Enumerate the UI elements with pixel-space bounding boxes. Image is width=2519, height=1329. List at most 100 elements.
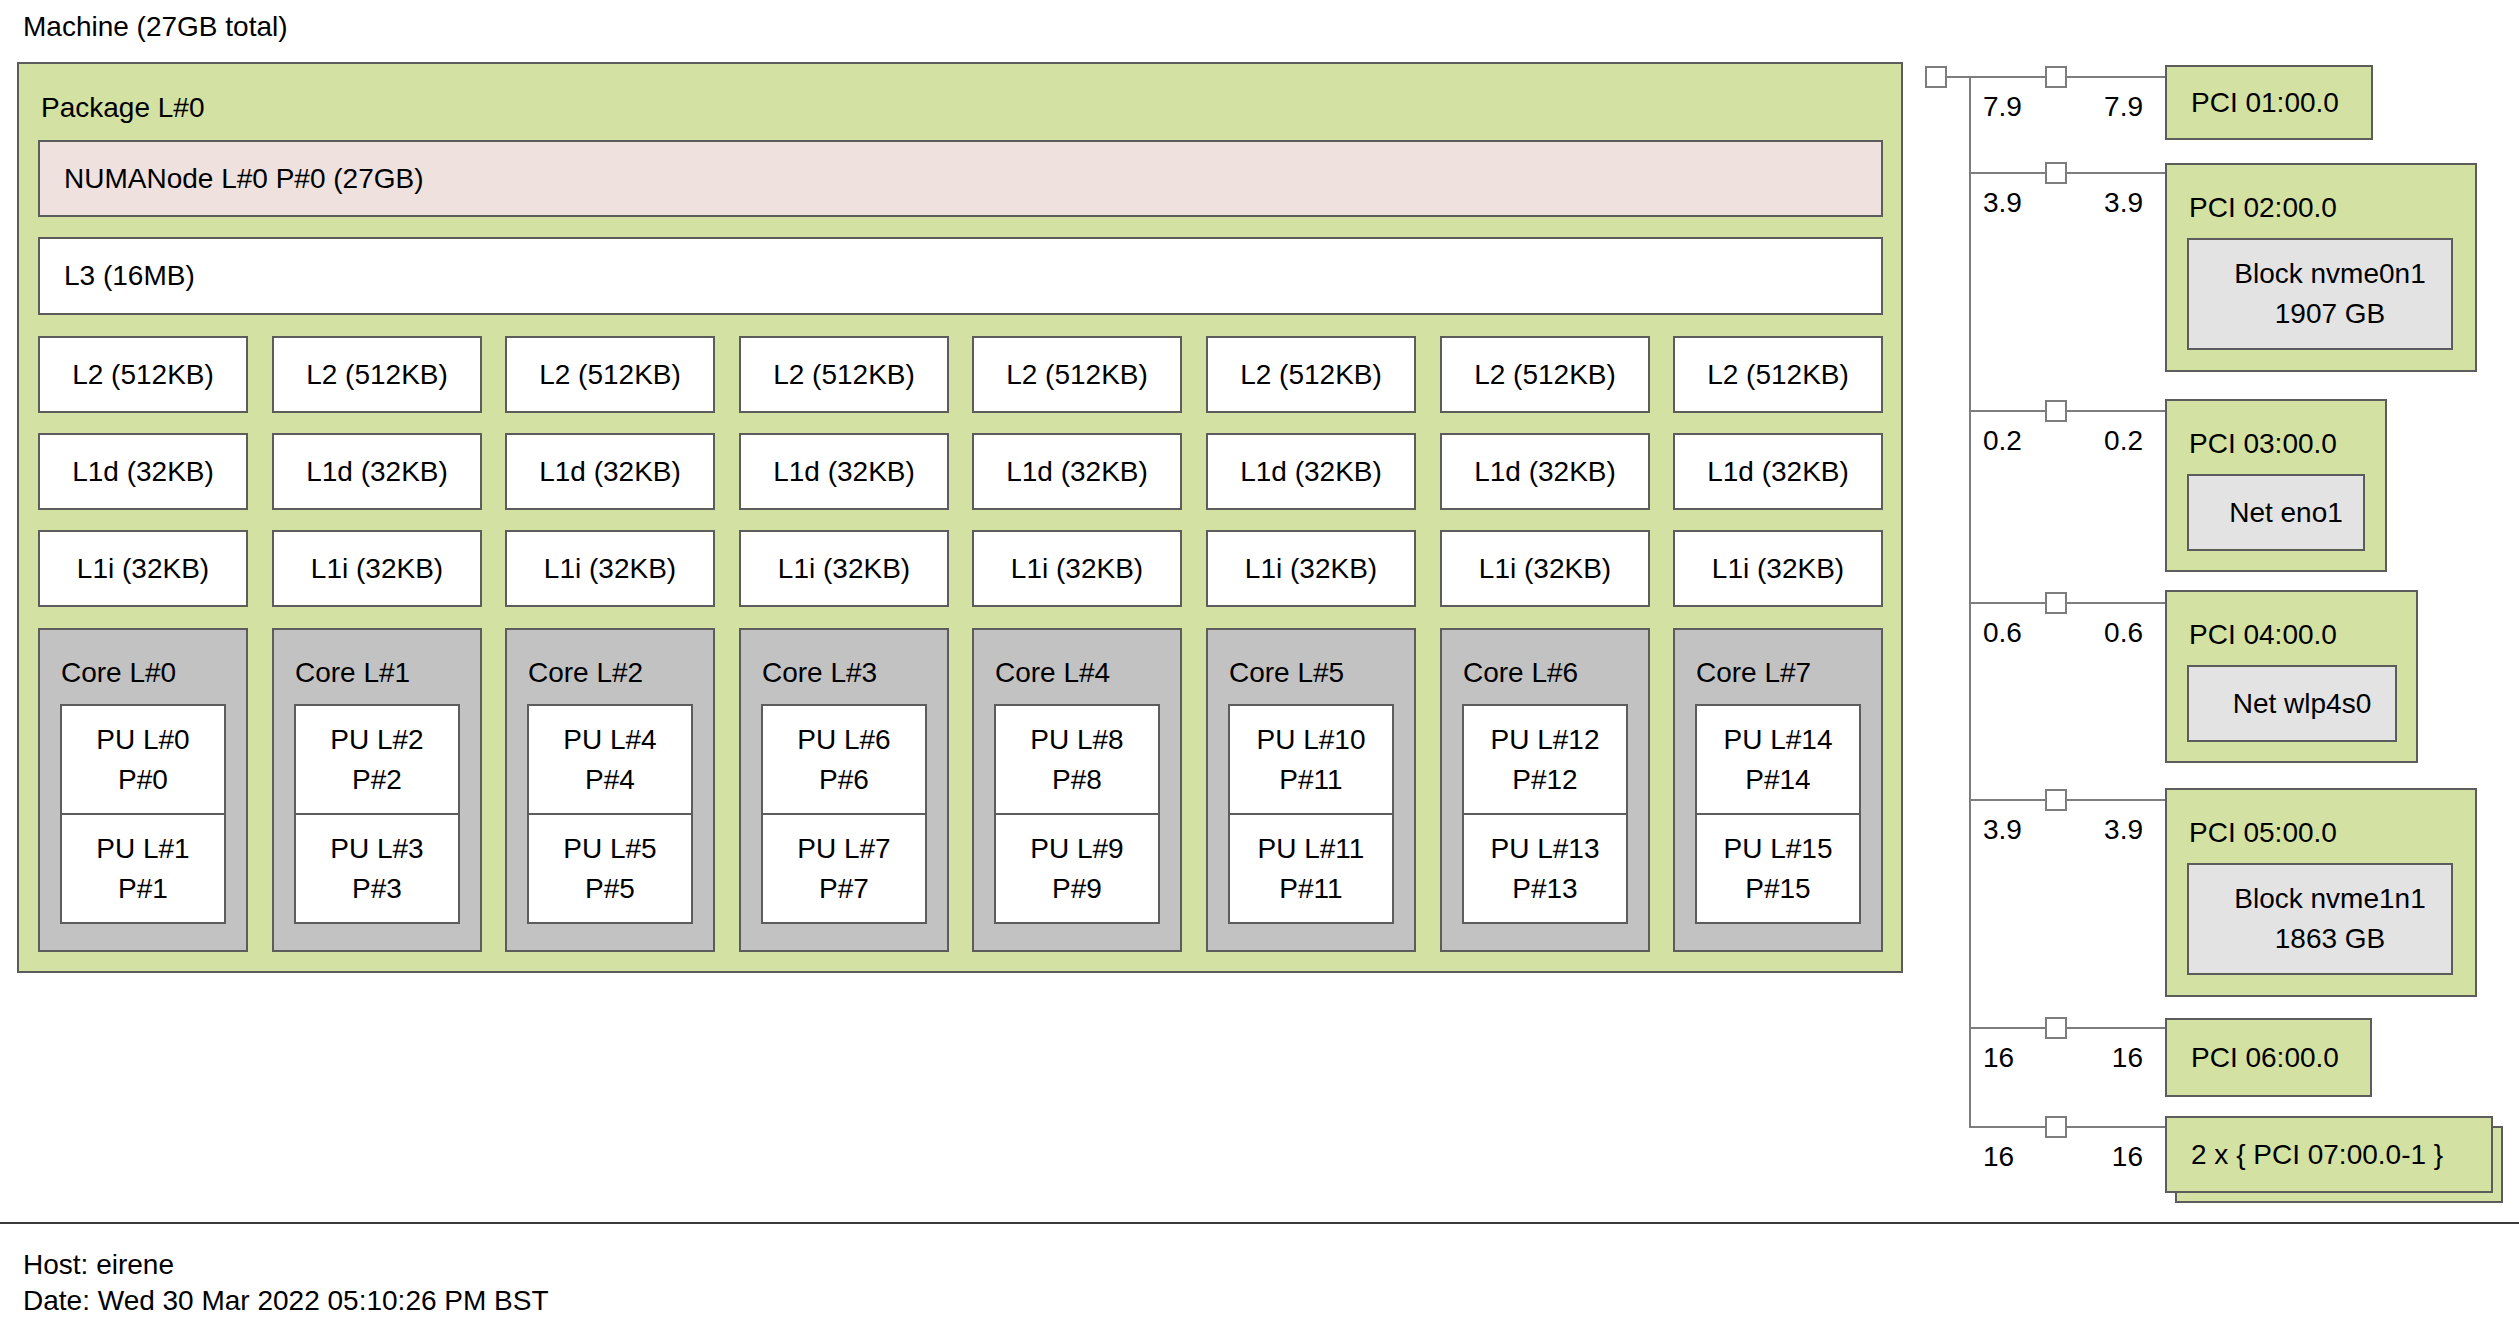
pci-link-speed-right: 0.2 bbox=[2013, 423, 2143, 459]
pci-link-square bbox=[2045, 789, 2067, 811]
pci-branch-line bbox=[1970, 602, 2165, 604]
pci-link-square bbox=[2045, 592, 2067, 614]
l1d-cache-box: L1d (32KB) bbox=[1206, 433, 1416, 510]
os-device-label: 1863 GB bbox=[2275, 919, 2386, 959]
pci-link-square bbox=[2045, 400, 2067, 422]
l1i-cache-box: L1i (32KB) bbox=[1673, 530, 1883, 607]
pci-branch-line bbox=[1970, 76, 2165, 78]
l2-cache-box: L2 (512KB) bbox=[1440, 336, 1650, 413]
pci-device-label: PCI 02:00.0 bbox=[2189, 189, 2337, 227]
os-device-box: Net eno1 bbox=[2187, 474, 2365, 551]
pu-label: PU L#11 bbox=[1258, 829, 1365, 869]
pu-label: PU L#0 bbox=[96, 720, 189, 760]
pu-label: P#0 bbox=[118, 760, 168, 800]
pu-box: PU L#10P#11 bbox=[1228, 704, 1394, 815]
l2-cache-box: L2 (512KB) bbox=[972, 336, 1182, 413]
l2-cache-box: L2 (512KB) bbox=[272, 336, 482, 413]
pci-device-box: PCI 01:00.0 bbox=[2165, 65, 2373, 140]
pu-label: PU L#12 bbox=[1491, 720, 1600, 760]
pci-link-speed-right: 16 bbox=[2013, 1139, 2143, 1175]
l1d-cache-box: L1d (32KB) bbox=[505, 433, 715, 510]
pu-box: PU L#8P#8 bbox=[994, 704, 1160, 815]
pu-label: PU L#2 bbox=[330, 720, 423, 760]
pu-label: PU L#10 bbox=[1257, 720, 1366, 760]
os-device-label: Net wlp4s0 bbox=[2233, 684, 2372, 724]
pci-link-square bbox=[2045, 1116, 2067, 1138]
pu-label: P#8 bbox=[1052, 760, 1102, 800]
l2-cache-box: L2 (512KB) bbox=[739, 336, 949, 413]
pci-link-square bbox=[2045, 1017, 2067, 1039]
pu-box: PU L#15P#15 bbox=[1695, 813, 1861, 924]
core-label: Core L#7 bbox=[1696, 654, 1811, 692]
pu-label: PU L#13 bbox=[1491, 829, 1600, 869]
lstopo-window: Machine (27GB total) Package L#0 NUMANod… bbox=[0, 0, 2519, 1329]
pu-label: P#15 bbox=[1745, 869, 1810, 909]
l1d-cache-box: L1d (32KB) bbox=[739, 433, 949, 510]
os-device-label: Net eno1 bbox=[2229, 493, 2343, 533]
pu-box: PU L#11P#11 bbox=[1228, 813, 1394, 924]
pu-label: P#6 bbox=[819, 760, 869, 800]
pci-link-speed-right: 7.9 bbox=[2013, 89, 2143, 125]
pu-box: PU L#12P#12 bbox=[1462, 704, 1628, 815]
pci-device-box: PCI 06:00.0 bbox=[2165, 1018, 2372, 1097]
core-label: Core L#5 bbox=[1229, 654, 1344, 692]
pu-box: PU L#4P#4 bbox=[527, 704, 693, 815]
core-label: Core L#2 bbox=[528, 654, 643, 692]
pci-link-square bbox=[2045, 66, 2067, 88]
l1d-cache-box: L1d (32KB) bbox=[38, 433, 248, 510]
hostbridge-connector-line bbox=[1947, 76, 1970, 78]
l2-cache-box: L2 (512KB) bbox=[38, 336, 248, 413]
pu-box: PU L#5P#5 bbox=[527, 813, 693, 924]
os-device-box: Block nvme1n11863 GB bbox=[2187, 863, 2453, 975]
pu-label: PU L#7 bbox=[797, 829, 890, 869]
pu-box: PU L#0P#0 bbox=[60, 704, 226, 815]
l1i-cache-box: L1i (32KB) bbox=[505, 530, 715, 607]
pci-device-box: 2 x { PCI 07:00.0-1 } bbox=[2165, 1116, 2493, 1193]
pu-label: PU L#1 bbox=[96, 829, 189, 869]
os-device-label: Block nvme1n1 bbox=[2234, 879, 2425, 919]
pu-box: PU L#7P#7 bbox=[761, 813, 927, 924]
os-device-label: Block nvme0n1 bbox=[2234, 254, 2425, 294]
pci-branch-line bbox=[1970, 1126, 2165, 1128]
l1d-cache-box: L1d (32KB) bbox=[1440, 433, 1650, 510]
pu-box: PU L#1P#1 bbox=[60, 813, 226, 924]
numanode-label: NUMANode L#0 P#0 (27GB) bbox=[64, 160, 424, 198]
l1i-cache-box: L1i (32KB) bbox=[972, 530, 1182, 607]
l2-cache-box: L2 (512KB) bbox=[505, 336, 715, 413]
pci-device-label: PCI 03:00.0 bbox=[2189, 425, 2337, 463]
package-label: Package L#0 bbox=[41, 89, 204, 127]
pu-label: P#4 bbox=[585, 760, 635, 800]
pu-label: P#3 bbox=[352, 869, 402, 909]
pu-label: P#9 bbox=[1052, 869, 1102, 909]
pci-link-speed-right: 3.9 bbox=[2013, 185, 2143, 221]
pci-link-speed-right: 3.9 bbox=[2013, 812, 2143, 848]
pu-box: PU L#13P#13 bbox=[1462, 813, 1628, 924]
l1d-cache-box: L1d (32KB) bbox=[972, 433, 1182, 510]
pu-label: PU L#8 bbox=[1030, 720, 1123, 760]
pci-link-square bbox=[2045, 162, 2067, 184]
pu-label: P#5 bbox=[585, 869, 635, 909]
numanode-box: NUMANode L#0 P#0 (27GB) bbox=[38, 140, 1883, 217]
core-label: Core L#3 bbox=[762, 654, 877, 692]
pu-label: PU L#15 bbox=[1724, 829, 1833, 869]
pu-label: P#7 bbox=[819, 869, 869, 909]
os-device-label: 1907 GB bbox=[2275, 294, 2386, 334]
pci-branch-line bbox=[1970, 799, 2165, 801]
core-label: Core L#6 bbox=[1463, 654, 1578, 692]
pu-label: P#14 bbox=[1745, 760, 1810, 800]
core-label: Core L#0 bbox=[61, 654, 176, 692]
l3-cache-box: L3 (16MB) bbox=[38, 237, 1883, 315]
os-device-box: Net wlp4s0 bbox=[2187, 665, 2397, 742]
machine-label: Machine (27GB total) bbox=[23, 8, 288, 46]
pu-label: PU L#4 bbox=[563, 720, 656, 760]
pu-box: PU L#6P#6 bbox=[761, 704, 927, 815]
pci-branch-line bbox=[1970, 172, 2165, 174]
pu-label: PU L#5 bbox=[563, 829, 656, 869]
pu-label: PU L#14 bbox=[1724, 720, 1833, 760]
l1d-cache-box: L1d (32KB) bbox=[1673, 433, 1883, 510]
pu-label: P#1 bbox=[118, 869, 168, 909]
l1d-cache-box: L1d (32KB) bbox=[272, 433, 482, 510]
legend-separator bbox=[0, 1222, 2519, 1224]
host-label: Host: eirene bbox=[23, 1246, 174, 1284]
pci-device-label: PCI 04:00.0 bbox=[2189, 616, 2337, 654]
